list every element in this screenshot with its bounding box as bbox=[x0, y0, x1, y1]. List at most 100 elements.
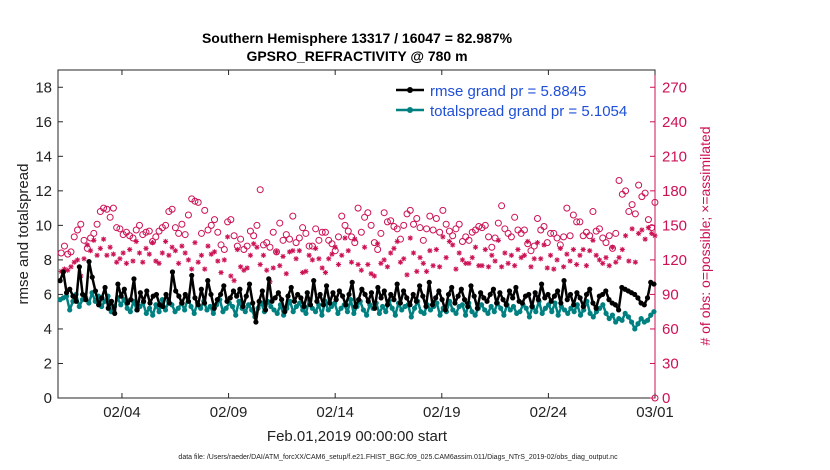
obs-possible-marker bbox=[263, 239, 271, 247]
obs-assimilated-marker bbox=[606, 263, 612, 269]
obs-assimilated-marker bbox=[87, 248, 94, 254]
rmse-marker bbox=[70, 293, 76, 299]
rmse-marker bbox=[410, 291, 416, 298]
obs-assimilated-marker bbox=[251, 241, 257, 247]
y2-axis-label: # of obs: o=possible; ×=assimilated bbox=[697, 126, 713, 345]
left-tick-label: 16 bbox=[35, 114, 52, 131]
right-tick-label: 120 bbox=[662, 252, 687, 269]
obs-assimilated-marker bbox=[401, 256, 407, 262]
totalspread-marker bbox=[421, 310, 427, 317]
rmse-marker bbox=[298, 295, 304, 301]
legend-box bbox=[392, 76, 650, 122]
obs-possible-marker bbox=[364, 209, 372, 217]
rmse-marker bbox=[481, 295, 487, 301]
obs-possible-marker bbox=[455, 220, 463, 228]
rmse-marker bbox=[423, 303, 429, 310]
totalspread-marker bbox=[293, 303, 299, 310]
obs-assimilated-marker bbox=[590, 237, 596, 243]
x-tick-label: 02/14 bbox=[316, 404, 354, 421]
rmse-marker bbox=[551, 293, 558, 299]
rmse-marker bbox=[240, 303, 246, 310]
obs-possible-marker bbox=[184, 211, 192, 219]
totalspread-marker bbox=[229, 303, 236, 310]
obs-assimilated-marker bbox=[469, 254, 475, 261]
obs-possible-marker bbox=[77, 220, 85, 228]
rmse-marker bbox=[272, 295, 278, 301]
rmse-marker bbox=[439, 297, 445, 303]
obs-possible-marker bbox=[168, 205, 176, 213]
totalspread-marker bbox=[434, 300, 440, 306]
obs-assimilated-marker bbox=[238, 264, 244, 270]
obs-assimilated-marker bbox=[489, 252, 495, 258]
rmse-marker bbox=[349, 279, 355, 285]
obs-possible-marker bbox=[312, 225, 320, 233]
obs-possible-marker bbox=[498, 202, 506, 210]
totalspread-marker bbox=[188, 303, 194, 310]
rmse-marker bbox=[179, 300, 185, 306]
obs-possible-marker bbox=[80, 236, 88, 244]
obs-possible-marker bbox=[622, 187, 630, 195]
obs-assimilated-marker bbox=[101, 236, 107, 242]
obs-possible-marker bbox=[220, 246, 228, 254]
totalspread-marker bbox=[485, 310, 491, 317]
rmse-marker bbox=[506, 288, 513, 294]
rmse-marker bbox=[307, 302, 314, 308]
rmse-marker bbox=[346, 291, 352, 298]
obs-possible-marker bbox=[191, 197, 199, 205]
totalspread-marker bbox=[498, 305, 504, 311]
rmse-marker bbox=[218, 291, 224, 298]
obs-possible-marker bbox=[328, 240, 336, 248]
obs-possible-marker bbox=[237, 235, 245, 243]
totalspread-marker bbox=[491, 309, 497, 315]
obs-assimilated-marker bbox=[453, 266, 459, 272]
totalspread-marker bbox=[364, 312, 370, 318]
obs-assimilated-marker bbox=[639, 227, 645, 233]
rmse-marker bbox=[394, 281, 400, 287]
rmse-marker bbox=[571, 302, 577, 308]
totalspread-marker bbox=[319, 312, 325, 318]
left-tick-label: 14 bbox=[35, 148, 52, 165]
obs-assimilated-marker bbox=[65, 267, 71, 273]
obs-assimilated-marker bbox=[375, 241, 381, 247]
obs-possible-marker bbox=[507, 233, 515, 241]
rmse-marker bbox=[221, 283, 227, 289]
rmse-marker bbox=[301, 303, 307, 310]
obs-possible-marker bbox=[292, 239, 300, 247]
totalspread-marker bbox=[635, 321, 641, 327]
obs-assimilated-marker bbox=[505, 260, 511, 266]
obs-possible-marker bbox=[602, 239, 610, 247]
rmse-marker bbox=[192, 295, 198, 301]
obs-assimilated-marker bbox=[466, 260, 472, 266]
rmse-marker bbox=[67, 286, 73, 292]
obs-possible-marker bbox=[475, 223, 483, 231]
totalspread-marker bbox=[549, 309, 555, 315]
obs-assimilated-marker bbox=[551, 266, 557, 272]
rmse-marker bbox=[474, 305, 480, 311]
totalspread-marker bbox=[462, 312, 469, 318]
obs-possible-marker bbox=[67, 248, 75, 256]
rmse-marker bbox=[574, 290, 580, 296]
totalspread-marker bbox=[348, 297, 354, 303]
obs-assimilated-marker bbox=[322, 269, 329, 276]
rmse-marker bbox=[304, 290, 310, 296]
right-tick-label: 0 bbox=[662, 390, 670, 407]
rmse-marker bbox=[169, 269, 176, 275]
obs-possible-marker bbox=[295, 234, 303, 242]
obs-possible-marker bbox=[423, 225, 431, 233]
totalspread-marker bbox=[360, 307, 367, 313]
obs-possible-marker bbox=[253, 221, 261, 229]
totalspread-marker bbox=[287, 298, 293, 304]
left-tick-label: 10 bbox=[35, 217, 52, 234]
obs-assimilated-marker bbox=[215, 258, 221, 264]
totalspread-marker bbox=[542, 305, 548, 311]
obs-assimilated-marker bbox=[521, 252, 528, 258]
obs-possible-marker bbox=[282, 231, 290, 239]
rmse-marker bbox=[266, 276, 272, 282]
obs-assimilated-marker bbox=[508, 252, 514, 258]
obs-assimilated-marker bbox=[534, 240, 541, 246]
rmse-marker bbox=[519, 300, 525, 306]
obs-possible-marker bbox=[494, 219, 502, 227]
obs-possible-marker bbox=[93, 220, 101, 228]
obs-assimilated-marker bbox=[544, 265, 550, 271]
rmse-marker bbox=[198, 286, 204, 292]
